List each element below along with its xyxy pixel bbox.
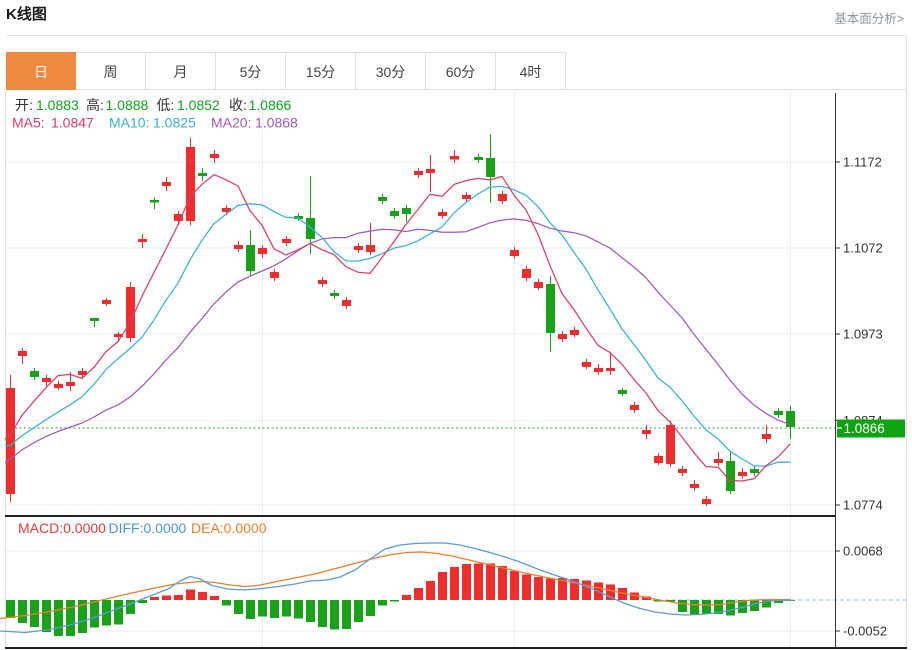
svg-text:1.1072: 1.1072 [843, 241, 883, 256]
svg-text:0.0068: 0.0068 [843, 544, 883, 559]
svg-text:MA10: 1.0825: MA10: 1.0825 [109, 115, 196, 131]
svg-text:DIFF:0.0000: DIFF:0.0000 [109, 520, 187, 536]
svg-text:1.0973: 1.0973 [843, 327, 883, 342]
svg-text:MA5: 1.0847: MA5: 1.0847 [12, 115, 94, 131]
svg-text:1.1172: 1.1172 [843, 155, 882, 170]
svg-text:1.0774: 1.0774 [843, 498, 883, 513]
svg-text:1.0888: 1.0888 [106, 97, 149, 113]
svg-text:高:: 高: [86, 97, 104, 113]
svg-text:-0.0052: -0.0052 [843, 624, 887, 639]
svg-text:收:: 收: [229, 97, 247, 113]
svg-text:1.0883: 1.0883 [36, 97, 79, 113]
svg-text:1.0852: 1.0852 [177, 97, 220, 113]
svg-text:1.0866: 1.0866 [249, 97, 292, 113]
svg-text:开:: 开: [15, 97, 33, 113]
svg-text:低:: 低: [157, 97, 175, 113]
svg-text:MACD:0.0000: MACD:0.0000 [18, 520, 106, 536]
svg-text:1.0866: 1.0866 [844, 421, 885, 436]
svg-text:DEA:0.0000: DEA:0.0000 [191, 520, 267, 536]
svg-text:MA20: 1.0868: MA20: 1.0868 [211, 115, 298, 131]
